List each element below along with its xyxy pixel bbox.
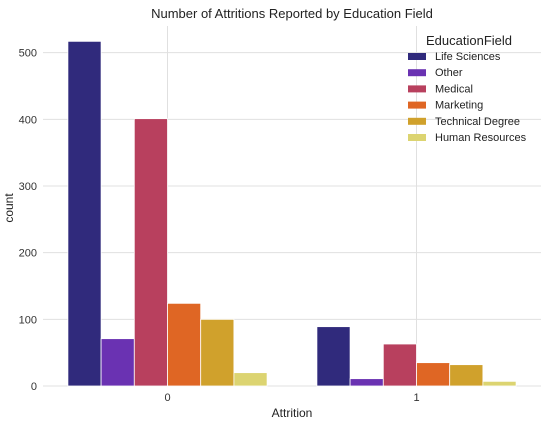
legend-swatch [408, 101, 426, 109]
x-tick-label: 0 [164, 392, 170, 404]
y-axis-label: count [2, 193, 16, 223]
bar [449, 364, 484, 387]
y-tick-label: 100 [19, 314, 37, 326]
legend: EducationField Life Sciences Other Medical… [408, 33, 527, 144]
bar [133, 118, 168, 387]
legend-title: EducationField [426, 33, 512, 48]
y-tick-label: 0 [31, 381, 37, 393]
legend-swatch [408, 134, 426, 141]
bar [100, 338, 135, 387]
gridlines [43, 26, 541, 387]
bar [482, 380, 517, 387]
y-tick-label: 300 [19, 181, 37, 193]
legend-swatch [408, 117, 426, 125]
bar [67, 40, 102, 387]
bar [316, 326, 351, 387]
bar [167, 302, 202, 387]
bar [416, 362, 451, 387]
x-axis-label: Attrition [272, 406, 313, 420]
legend-swatch [408, 69, 426, 77]
bars [67, 40, 517, 387]
legend-label: Medical [435, 83, 473, 95]
bar [233, 372, 268, 387]
y-tick-label: 400 [19, 114, 37, 126]
chart-title: Number of Attritions Reported by Educati… [151, 6, 433, 21]
legend-label: Life Sciences [435, 51, 501, 63]
bar [382, 343, 417, 387]
legend-swatch [408, 85, 426, 93]
legend-label: Other [435, 67, 463, 79]
bar [200, 318, 235, 387]
legend-label: Human Resources [435, 132, 527, 144]
plot-background [43, 26, 541, 386]
legend-swatch [408, 53, 426, 60]
legend-label: Technical Degree [435, 116, 520, 128]
bar [349, 378, 384, 387]
y-tick-label: 500 [19, 48, 37, 60]
x-tick-label: 1 [413, 392, 419, 404]
y-tick-label: 200 [19, 248, 37, 260]
y-tick-labels: 0 100 200 300 400 500 [19, 48, 37, 393]
legend-label: Marketing [435, 100, 483, 112]
